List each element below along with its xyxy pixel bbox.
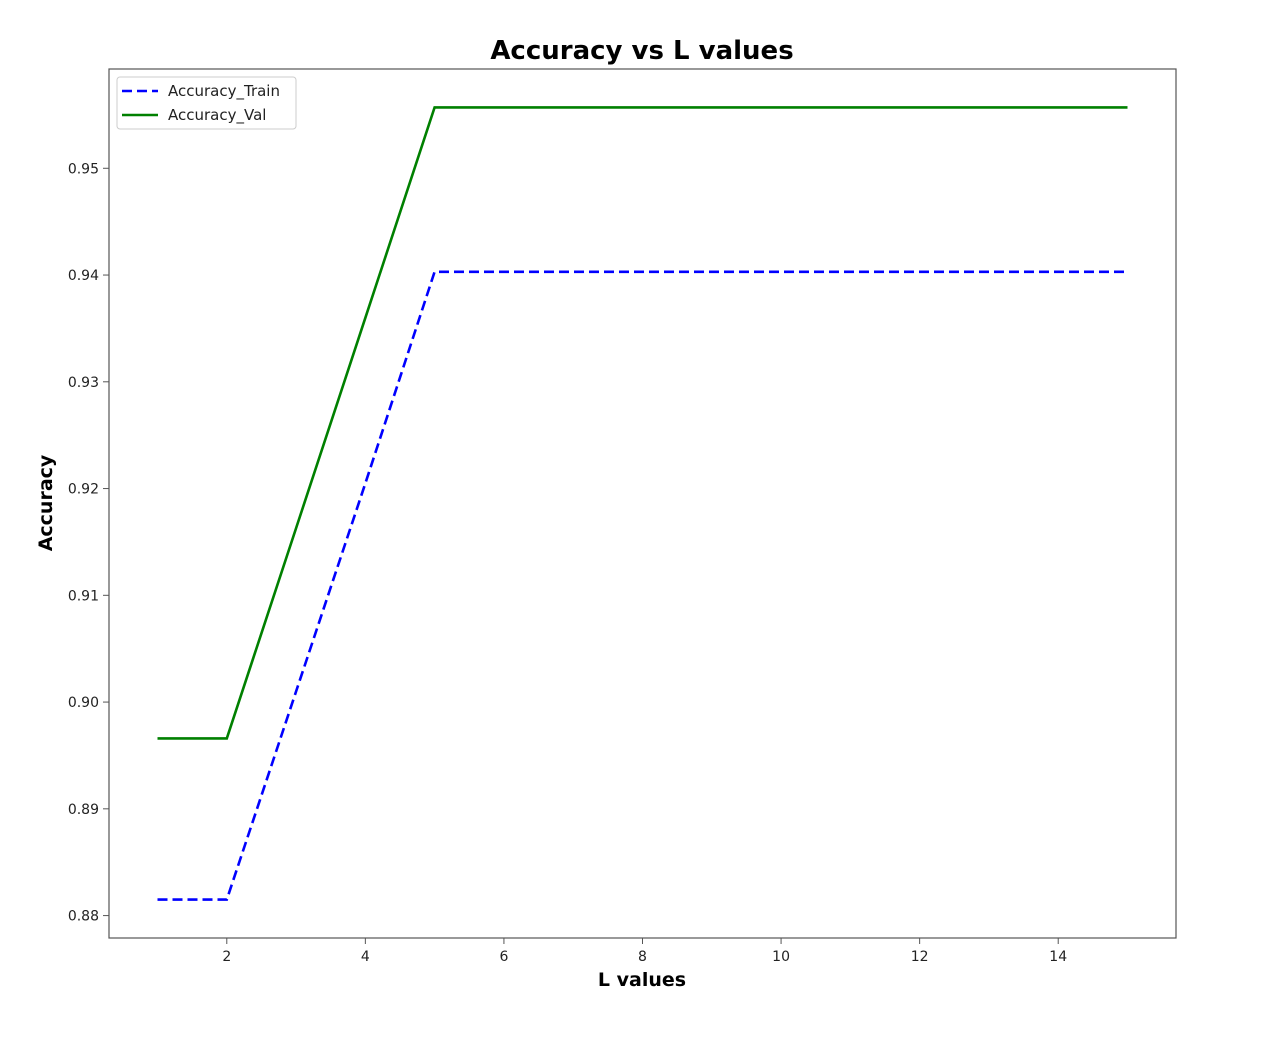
y-tick-label: 0.88 <box>68 909 99 925</box>
x-axis-label: L values <box>598 969 686 991</box>
y-tick-label: 0.90 <box>68 695 99 711</box>
y-tick-label: 0.91 <box>68 588 99 604</box>
series-layer <box>157 106 1128 901</box>
x-tick-label: 12 <box>911 949 929 965</box>
y-tick-label: 0.93 <box>68 375 99 391</box>
series-line-accuracy-val <box>157 106 1128 740</box>
legend-label-accuracy-train: Accuracy_Train <box>168 82 280 101</box>
y-axis-label: Accuracy <box>35 454 57 551</box>
series-line-accuracy-train <box>157 270 1128 901</box>
legend-label-accuracy-val: Accuracy_Val <box>168 106 266 125</box>
y-axis: 0.88 0.89 0.90 0.91 0.92 0.93 0.94 0.95 <box>68 161 109 925</box>
legend-box <box>116 76 297 130</box>
y-tick-label: 0.92 <box>68 482 99 498</box>
x-tick-label: 10 <box>772 949 790 965</box>
y-tick-label: 0.95 <box>68 161 99 177</box>
x-tick-label: 6 <box>499 949 508 965</box>
legend: Accuracy_Train Accuracy_Val <box>116 76 297 130</box>
x-axis: 2 4 6 8 10 12 14 <box>222 938 1067 965</box>
y-tick-label: 0.94 <box>68 268 99 284</box>
plot-area-frame <box>108 68 1177 939</box>
x-tick-label: 2 <box>222 949 231 965</box>
x-tick-label: 8 <box>638 949 647 965</box>
chart-title: Accuracy vs L values <box>490 36 793 66</box>
x-tick-label: 14 <box>1049 949 1067 965</box>
x-tick-label: 4 <box>361 949 370 965</box>
y-tick-label: 0.89 <box>68 802 99 818</box>
